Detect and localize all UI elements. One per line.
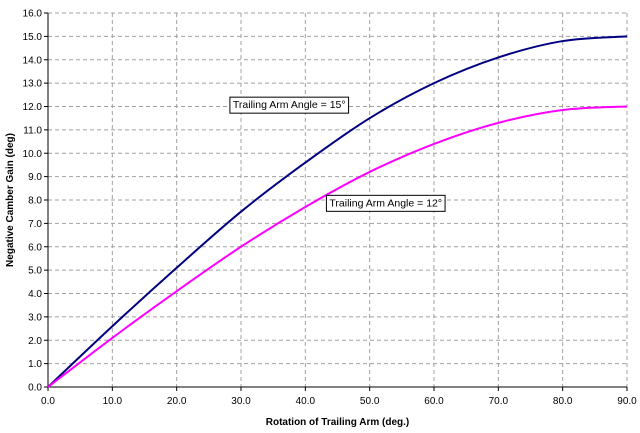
- x-tick-label: 50.0: [360, 396, 380, 407]
- x-tick-label: 20.0: [167, 396, 187, 407]
- x-tick-labels: 0.0 10.0 20.0 30.0 40.0 50.0 60.0 70.0 80.0 90.0: [41, 396, 637, 407]
- series-lines: [47, 35, 628, 388]
- y-tick-label: 11.0: [23, 125, 42, 136]
- x-tick-label: 40.0: [296, 396, 316, 407]
- x-tick-label: 60.0: [424, 396, 444, 407]
- y-tick-label: 12.0: [23, 102, 43, 113]
- y-tick-label: 5.0: [28, 266, 42, 277]
- y-tick-label: 13.0: [23, 79, 43, 90]
- annotation-1: Trailing Arm Angle = 15°: [229, 96, 350, 114]
- y-tick-label: 6.0: [28, 242, 42, 253]
- annotation-text: Trailing Arm Angle = 12°: [329, 197, 442, 209]
- x-tick-label: 10.0: [103, 396, 123, 407]
- y-axis-title: Negative Camber Gain (deg): [5, 133, 16, 267]
- x-tick-label: 0.0: [41, 396, 55, 407]
- y-tick-label: 7.0: [28, 219, 42, 230]
- x-tick-label: 90.0: [617, 396, 637, 407]
- series-line-2: [47, 105, 628, 388]
- annotation-box: [229, 96, 350, 114]
- y-tick-label: 4.0: [28, 289, 42, 300]
- axes: [44, 12, 628, 391]
- x-tick-label: 70.0: [489, 396, 509, 407]
- x-tick-label: 30.0: [231, 396, 251, 407]
- y-tick-label: 10.0: [23, 149, 43, 160]
- annotation-2: Trailing Arm Angle = 12°: [325, 194, 446, 212]
- y-tick-label: 16.0: [23, 9, 43, 20]
- y-tick-label: 9.0: [28, 172, 42, 183]
- y-tick-label: 0.0: [28, 383, 42, 394]
- y-tick-label: 2.0: [28, 336, 42, 347]
- x-tick-label: 80.0: [553, 396, 573, 407]
- series-line-1: [47, 35, 628, 388]
- annotations: Trailing Arm Angle = 15° Trailing Arm Ang…: [229, 96, 446, 212]
- y-tick-label: 1.0: [28, 359, 42, 370]
- y-tick-label: 14.0: [23, 55, 43, 66]
- x-axis-title: Rotation of Trailing Arm (deg.): [266, 417, 410, 428]
- annotation-text: Trailing Arm Angle = 15°: [233, 99, 346, 111]
- annotation-box: [325, 194, 446, 212]
- y-tick-label: 15.0: [23, 32, 43, 43]
- y-tick-labels: 0.0 1.0 2.0 3.0 4.0 5.0 6.0 7.0 8.0 9.0 10.0 11.0 12…: [23, 9, 43, 394]
- y-tick-label: 3.0: [28, 312, 42, 323]
- y-tick-label: 8.0: [28, 196, 42, 207]
